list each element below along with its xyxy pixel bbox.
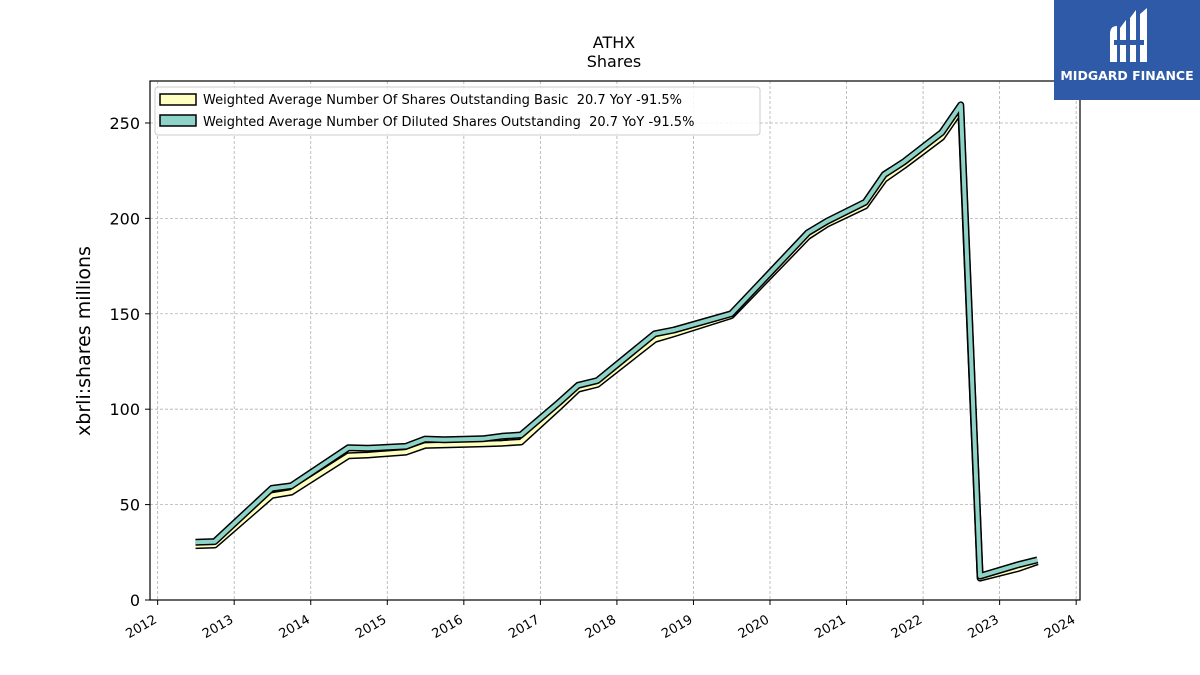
x-tick-label: 2017 [506, 612, 542, 642]
y-tick-label: 200 [109, 209, 140, 228]
y-tick-label: 0 [130, 591, 140, 610]
diluted-shares-line-outline [195, 101, 1039, 580]
y-tick-label: 100 [109, 400, 140, 419]
x-tick-label: 2016 [430, 612, 466, 642]
legend-label-basic: Weighted Average Number Of Shares Outsta… [203, 93, 682, 108]
x-tick-label: 2020 [736, 612, 772, 642]
legend-swatch-diluted [159, 114, 197, 127]
grid [150, 81, 1080, 601]
x-tick-label: 2015 [353, 612, 389, 642]
series-lines [195, 101, 1039, 582]
x-tick-label: 2022 [889, 612, 925, 642]
x-tick-label: 2012 [123, 612, 159, 642]
logo-text: MIDGARD FINANCE [1060, 68, 1194, 83]
chart-subtitle: Shares [587, 52, 642, 71]
y-tick-label: 50 [120, 496, 140, 515]
plot-frame [149, 80, 1081, 601]
x-tick-label: 2014 [277, 612, 313, 642]
logo-mark-icon [1110, 8, 1147, 62]
x-tick-label: 2013 [200, 612, 236, 642]
legend: Weighted Average Number Of Shares Outsta… [154, 86, 761, 136]
x-tick-label: 2023 [965, 612, 1001, 642]
y-tick-label: 150 [109, 305, 140, 324]
basic-shares-line [195, 107, 1039, 581]
legend-label-diluted: Weighted Average Number Of Diluted Share… [203, 115, 694, 130]
x-tick-label: 2021 [812, 612, 848, 642]
y-tick-label: 250 [109, 114, 140, 133]
y-axis-label: xbrli:shares millions [73, 246, 95, 436]
x-tick-label: 2024 [1042, 612, 1078, 642]
diluted-shares-line [195, 102, 1038, 579]
basic-shares-line-outline [195, 106, 1039, 582]
legend-box [154, 86, 761, 136]
x-tick-label: 2018 [583, 612, 619, 642]
chart-title: ATHX [593, 33, 636, 52]
x-tick-label: 2019 [659, 612, 695, 642]
legend-swatch-basic [159, 93, 197, 106]
brand-logo: MIDGARD FINANCE [1054, 0, 1200, 100]
